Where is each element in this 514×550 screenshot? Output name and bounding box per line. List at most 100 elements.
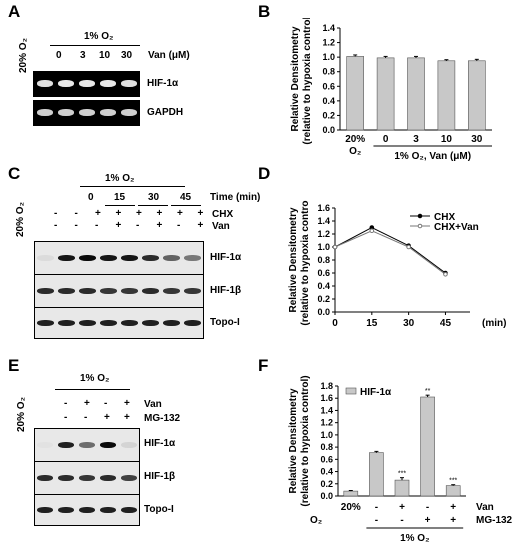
- x-tick-label: 0: [383, 134, 389, 145]
- panel-e-blot-topo: [34, 494, 140, 526]
- bar: [468, 60, 486, 131]
- panel-c-underline: [80, 186, 185, 187]
- group-label: 1% O₂: [400, 533, 429, 544]
- y-tick-label: 1.4: [320, 405, 333, 415]
- panel-c-letter: C: [8, 164, 21, 183]
- sign-mark: -: [74, 220, 78, 231]
- blot-band: [184, 288, 201, 294]
- blot-band: [58, 255, 75, 261]
- mg-row-label: MG-132: [476, 515, 512, 526]
- y-axis-label-line2: (relative to hypoxia control): [300, 375, 311, 506]
- panel-c-underline-45: [171, 205, 201, 206]
- panel-f-letter: F: [258, 356, 269, 375]
- panel-a-treatment-label: Van (μM): [148, 50, 190, 61]
- van-sign: +: [450, 502, 456, 513]
- data-point: [332, 244, 338, 250]
- y-tick-label: 0.8: [317, 255, 330, 265]
- panel-e-band-topo: Topo-I: [144, 504, 174, 515]
- y-tick-label: 0.6: [317, 268, 330, 278]
- blot-band: [184, 320, 201, 326]
- sign-mark: -: [64, 412, 68, 423]
- data-point: [369, 228, 375, 234]
- sign-mark: +: [197, 220, 204, 231]
- sign-mark: -: [95, 220, 99, 231]
- panel-c-band-hif1b: HIF-1β: [210, 285, 242, 296]
- blot-band: [100, 255, 117, 261]
- sign-mark: -: [136, 220, 140, 231]
- panel-c-row1-label: CHX: [212, 209, 234, 220]
- panel-e-blot-hif1a: [34, 428, 140, 462]
- panel-c-blot-hif1a: [34, 241, 204, 275]
- mg-sign: -: [400, 515, 403, 526]
- panel-c-blot-topo: [34, 307, 204, 339]
- bar: [420, 396, 435, 497]
- panel-c-band-hif1a: HIF-1α: [210, 252, 242, 263]
- sign-mark: +: [95, 208, 101, 219]
- panel-c-time-label: Time (min): [210, 192, 261, 203]
- blot-band: [37, 442, 54, 448]
- panel-c-1-o2-label: 1% O₂: [105, 173, 135, 184]
- panel-c-time-1: 0: [88, 192, 94, 203]
- panel-a-1-o2-label: 1% O₂: [84, 31, 114, 42]
- blot-band: [37, 320, 54, 326]
- panel-c-row2-label: Van: [212, 221, 230, 232]
- y-tick-label: 0.4: [320, 467, 333, 477]
- blot-band: [120, 507, 137, 513]
- panel-a-band-gapdh: GAPDH: [147, 107, 184, 118]
- blot-band: [163, 288, 180, 294]
- panel-b-letter: B: [258, 2, 271, 21]
- van-sign: +: [399, 502, 405, 513]
- blot-band: [79, 442, 95, 448]
- sign-mark: -: [74, 208, 78, 219]
- y-tick-label: 1.6: [317, 203, 330, 213]
- panel-d-letter: D: [258, 164, 271, 183]
- panel-e-blot-hif1b: [34, 461, 140, 495]
- gel-band: [100, 109, 116, 116]
- x-tick-label: 30: [471, 134, 483, 145]
- y-tick-label: 0.6: [322, 81, 335, 91]
- sign-mark: +: [124, 412, 130, 423]
- x-cond-o2-label: O₂: [310, 515, 322, 526]
- panel-c-underline-15: [105, 205, 135, 206]
- x-tick-label: 10: [441, 134, 453, 145]
- panel-c-chx-signs: - - + + + + + +: [0, 208, 240, 220]
- panel-a-gel-gapdh: [33, 100, 140, 126]
- y-tick-label: 0.8: [320, 442, 333, 452]
- bar: [346, 56, 364, 131]
- significance-stars: ***: [449, 478, 457, 485]
- sign-mark: -: [177, 220, 181, 231]
- blot-band: [121, 288, 138, 294]
- x-tick-label: 15: [366, 318, 378, 329]
- data-point: [443, 272, 448, 277]
- x-cond-o2-first: 20%: [341, 502, 361, 513]
- series-line: [334, 230, 446, 275]
- sign-mark: +: [84, 398, 90, 409]
- panel-e-letter: E: [8, 356, 20, 375]
- panel-e-mg-signs: - - + +: [0, 412, 200, 424]
- blot-band: [37, 475, 54, 481]
- bar: [407, 57, 425, 131]
- sign-mark: -: [54, 220, 58, 231]
- sign-mark: -: [84, 412, 88, 423]
- y-tick-label: 1.2: [322, 38, 335, 48]
- blot-band: [142, 288, 159, 294]
- legend-marker: [417, 223, 423, 229]
- y-tick-label: 0.2: [320, 479, 333, 489]
- blot-band: [163, 255, 180, 261]
- sign-mark: +: [177, 208, 183, 219]
- mg-sign: +: [450, 515, 456, 526]
- x-tick-label: 30: [403, 318, 415, 329]
- sign-mark: -: [104, 398, 108, 409]
- legend-label: CHX+Van: [434, 222, 479, 233]
- x-tick-label: 20%: [345, 134, 365, 145]
- sign-mark: -: [64, 398, 68, 409]
- van-sign: -: [426, 502, 429, 513]
- blot-band: [99, 507, 116, 513]
- y-tick-label: 0.2: [317, 294, 330, 304]
- x-tick-label: 45: [440, 318, 452, 329]
- blot-band: [79, 475, 95, 481]
- gel-band: [37, 80, 53, 87]
- blot-band: [121, 320, 138, 326]
- y-axis-label-line2: (relative to hypoxia control): [302, 18, 313, 145]
- blot-band: [79, 288, 96, 294]
